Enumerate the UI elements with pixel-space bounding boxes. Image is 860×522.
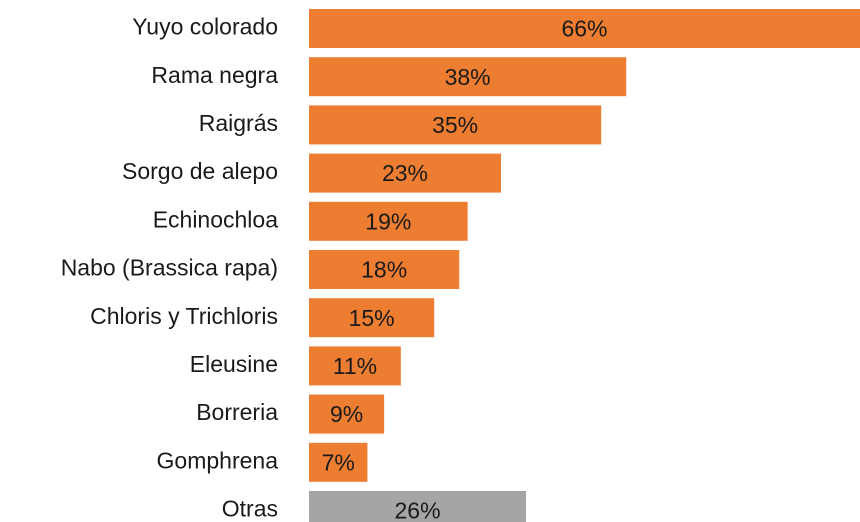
value-label: 11%: [333, 353, 377, 379]
bar: [309, 491, 527, 522]
bar: [309, 346, 401, 386]
value-label: 23%: [382, 160, 428, 186]
category-label: Yuyo colorado: [132, 14, 278, 40]
bar: [309, 153, 502, 193]
category-label: Rama negra: [151, 62, 278, 88]
category-label: Otras: [222, 496, 278, 522]
value-label: 9%: [330, 401, 363, 427]
bar: [309, 442, 368, 482]
category-label: Nabo (Brassica rapa): [61, 255, 278, 281]
category-label: Gomphrena: [157, 447, 279, 473]
bar: [309, 57, 627, 97]
value-label: 7%: [322, 449, 355, 475]
value-label: 15%: [349, 305, 395, 331]
bar: [309, 298, 435, 338]
bar: [309, 201, 468, 241]
category-label: Echinochloa: [153, 206, 279, 232]
value-label: 19%: [365, 208, 411, 234]
category-label: Eleusine: [190, 351, 278, 377]
category-label: Raigrás: [199, 110, 278, 136]
value-label: 18%: [361, 257, 407, 283]
value-label: 35%: [432, 112, 478, 138]
value-label: 38%: [445, 64, 491, 90]
bar: [309, 9, 860, 48]
value-label: 26%: [395, 498, 441, 522]
category-label: Chloris y Trichloris: [90, 303, 278, 329]
value-label: 66%: [561, 16, 607, 42]
bar: [309, 394, 385, 434]
bar: [309, 105, 602, 145]
bar: [309, 250, 460, 289]
category-label: Sorgo de alepo: [122, 158, 278, 184]
category-label: Borreria: [196, 399, 278, 425]
